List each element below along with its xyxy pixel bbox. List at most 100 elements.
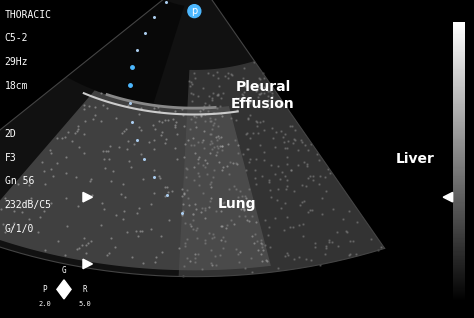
Point	[206, 115, 214, 120]
Point	[189, 92, 197, 97]
Point	[207, 247, 215, 252]
Point	[150, 191, 158, 196]
Point	[187, 116, 195, 121]
Point	[322, 251, 329, 256]
Point	[80, 102, 88, 107]
Point	[243, 130, 251, 135]
Point	[225, 70, 232, 75]
Point	[136, 124, 143, 129]
Point	[217, 135, 225, 140]
Point	[208, 96, 216, 101]
Point	[295, 255, 303, 260]
Point	[201, 101, 209, 106]
Point	[125, 102, 132, 107]
Point	[201, 111, 209, 116]
Text: P: P	[43, 285, 47, 294]
Point	[345, 209, 353, 214]
Point	[290, 136, 298, 142]
Point	[212, 262, 219, 267]
Text: 18cm: 18cm	[5, 81, 28, 91]
Point	[244, 146, 252, 151]
Point	[72, 175, 80, 180]
Point	[161, 185, 168, 190]
Point	[91, 113, 99, 118]
Point	[186, 83, 194, 88]
Point	[334, 244, 342, 249]
Point	[194, 161, 201, 166]
Point	[298, 200, 305, 205]
Point	[181, 191, 188, 197]
Text: 2D: 2D	[5, 129, 17, 139]
Point	[322, 189, 330, 194]
Point	[290, 256, 298, 261]
Text: G: G	[62, 266, 66, 275]
Point	[242, 132, 249, 137]
Point	[242, 195, 250, 200]
Point	[103, 252, 111, 257]
Point	[256, 86, 264, 91]
Point	[193, 236, 201, 241]
Point	[100, 156, 108, 162]
Point	[242, 167, 250, 172]
Point	[201, 237, 209, 242]
Point	[161, 193, 169, 198]
Point	[135, 205, 143, 210]
Point	[195, 182, 202, 187]
Point	[147, 226, 155, 232]
Point	[61, 134, 69, 139]
Point	[87, 177, 95, 182]
Point	[240, 66, 248, 71]
Point	[190, 212, 197, 217]
Point	[41, 248, 48, 253]
Point	[254, 238, 261, 243]
Point	[26, 183, 33, 188]
Point	[47, 166, 55, 171]
Point	[191, 251, 199, 256]
Point	[194, 170, 202, 176]
Point	[257, 238, 265, 243]
Point	[40, 208, 48, 213]
Point	[318, 196, 326, 201]
Text: Lung: Lung	[218, 197, 256, 211]
Point	[268, 85, 276, 90]
Point	[266, 244, 274, 249]
Point	[300, 198, 307, 204]
Point	[197, 113, 205, 118]
Point	[306, 174, 313, 179]
Point	[315, 158, 323, 163]
Point	[294, 162, 302, 167]
Point	[88, 192, 96, 197]
Point	[10, 209, 18, 214]
Point	[268, 96, 275, 101]
Point	[322, 174, 329, 179]
Point	[191, 120, 199, 125]
Point	[192, 115, 200, 120]
Point	[125, 159, 133, 164]
Point	[283, 251, 291, 256]
Point	[180, 264, 188, 269]
Point	[157, 132, 164, 137]
Point	[147, 201, 155, 206]
Point	[228, 73, 236, 78]
Point	[135, 111, 143, 116]
Point	[266, 88, 273, 93]
Point	[215, 75, 222, 80]
Point	[228, 71, 235, 76]
Point	[179, 202, 187, 207]
Point	[164, 185, 171, 190]
Point	[191, 255, 199, 260]
Point	[59, 136, 66, 141]
Point	[241, 266, 249, 271]
Point	[180, 123, 188, 128]
Point	[137, 128, 145, 133]
Point	[252, 156, 260, 162]
Point	[268, 126, 275, 131]
Point	[281, 174, 289, 179]
Point	[190, 142, 197, 148]
Point	[165, 217, 173, 222]
Text: G/1/0: G/1/0	[5, 224, 34, 234]
Point	[179, 209, 187, 214]
Point	[220, 199, 228, 204]
Point	[54, 135, 61, 140]
Point	[218, 114, 226, 119]
